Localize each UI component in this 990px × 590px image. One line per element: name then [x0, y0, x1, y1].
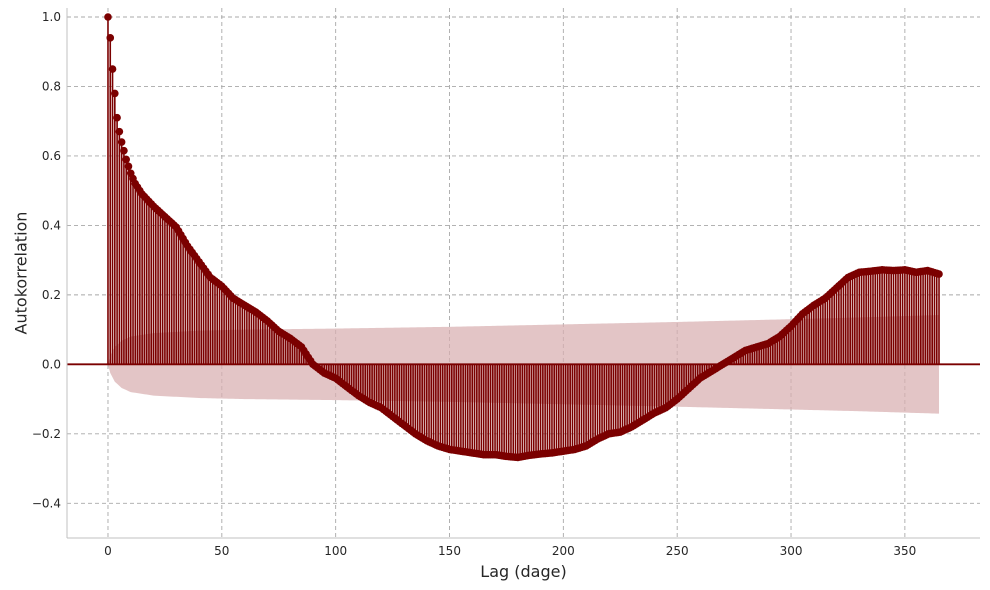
tick-labels: 0 50 100 150 200 250 300 350 −0.4 −0.2 0.0 0.2 0.4 0.…: [32, 10, 916, 558]
x-tick-label: 200: [552, 544, 575, 558]
acf-point: [108, 65, 117, 73]
y-tick-label: 1.0: [42, 10, 61, 24]
x-tick-label: 50: [214, 544, 229, 558]
acf-point: [120, 146, 128, 155]
y-tick-label: 0.8: [42, 79, 61, 93]
acf-point: [106, 34, 115, 42]
x-tick-label: 0: [104, 544, 112, 558]
x-tick-label: 300: [780, 544, 803, 558]
acf-point: [104, 13, 112, 21]
acf-point: [111, 89, 119, 98]
stem-layer: [67, 13, 980, 462]
x-tick-label: 350: [893, 544, 916, 558]
acf-point: [935, 270, 943, 278]
acf-point: [115, 127, 124, 136]
acf-point: [113, 113, 121, 122]
acf-point: [122, 155, 130, 164]
axes: [66, 8, 980, 539]
acf-point: [124, 162, 133, 171]
y-tick-label: 0.2: [42, 288, 61, 302]
y-tick-label: 0.4: [42, 218, 61, 232]
y-tick-label: 0.6: [42, 149, 61, 163]
y-tick-label: 0.0: [42, 357, 61, 371]
y-axis-label: Autokorrelation: [12, 212, 31, 335]
acf-point: [117, 138, 126, 146]
x-tick-label: 100: [324, 544, 347, 558]
y-tick-label: −0.2: [32, 427, 61, 441]
y-tick-label: −0.4: [32, 496, 61, 510]
x-tick-label: 250: [666, 544, 689, 558]
x-tick-label: 150: [438, 544, 461, 558]
x-axis-label: Lag (dage): [480, 562, 566, 581]
